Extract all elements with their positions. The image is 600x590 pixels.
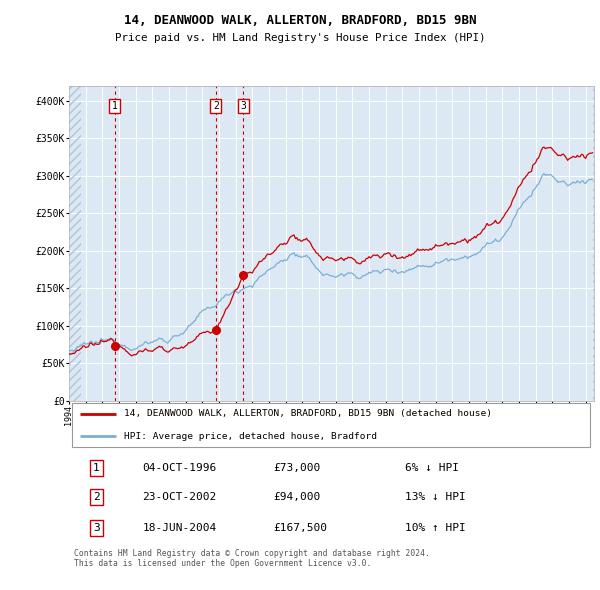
Text: 2: 2 (213, 101, 219, 111)
Text: Price paid vs. HM Land Registry's House Price Index (HPI): Price paid vs. HM Land Registry's House … (115, 34, 485, 43)
Text: 13% ↓ HPI: 13% ↓ HPI (405, 492, 466, 502)
Text: 1: 1 (112, 101, 118, 111)
Text: £167,500: £167,500 (274, 523, 328, 533)
Text: 23-OCT-2002: 23-OCT-2002 (143, 492, 217, 502)
Text: 10% ↑ HPI: 10% ↑ HPI (405, 523, 466, 533)
Text: 1: 1 (93, 463, 100, 473)
Text: 04-OCT-1996: 04-OCT-1996 (143, 463, 217, 473)
Bar (593, 86, 595, 401)
Text: £94,000: £94,000 (274, 492, 321, 502)
Text: 2: 2 (93, 492, 100, 502)
Text: 14, DEANWOOD WALK, ALLERTON, BRADFORD, BD15 9BN (detached house): 14, DEANWOOD WALK, ALLERTON, BRADFORD, B… (124, 409, 492, 418)
Bar (69, 86, 80, 401)
Text: Contains HM Land Registry data © Crown copyright and database right 2024.
This d: Contains HM Land Registry data © Crown c… (74, 549, 430, 568)
Text: HPI: Average price, detached house, Bradford: HPI: Average price, detached house, Brad… (124, 432, 377, 441)
Text: 14, DEANWOOD WALK, ALLERTON, BRADFORD, BD15 9BN: 14, DEANWOOD WALK, ALLERTON, BRADFORD, B… (124, 14, 476, 27)
Text: 6% ↓ HPI: 6% ↓ HPI (405, 463, 459, 473)
Text: 18-JUN-2004: 18-JUN-2004 (143, 523, 217, 533)
Text: 3: 3 (241, 101, 246, 111)
FancyBboxPatch shape (71, 403, 590, 447)
Text: 3: 3 (93, 523, 100, 533)
Text: £73,000: £73,000 (274, 463, 321, 473)
